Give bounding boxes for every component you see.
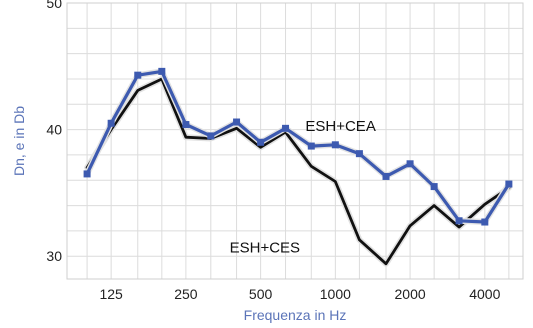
x-tick-label: 500 <box>249 286 273 302</box>
data-point-esh-cea <box>107 119 115 127</box>
data-point-esh-cea <box>207 132 215 140</box>
data-point-esh-cea <box>158 67 166 75</box>
y-axis-title: Dn, e in Db <box>11 106 27 176</box>
data-point-esh-cea <box>382 172 390 180</box>
y-tick-label: 40 <box>46 122 62 138</box>
series-layer <box>83 67 513 267</box>
x-tick-labels: 125 250 500 1000 2000 4000 <box>99 286 500 302</box>
x-tick-label: 1000 <box>320 286 351 302</box>
series-label-esh-cea: ESH+CEA <box>305 118 375 135</box>
x-tick-label: 4000 <box>469 286 500 302</box>
data-point-esh-cea <box>406 160 414 168</box>
grid <box>67 3 523 279</box>
data-point-esh-cea <box>331 141 339 149</box>
y-tick-label: 50 <box>46 0 62 11</box>
data-point-esh-cea <box>233 118 241 126</box>
series-line-esh-cea <box>85 69 511 224</box>
data-point-esh-cea <box>257 138 265 146</box>
data-point-esh-cea <box>355 150 363 158</box>
x-tick-label: 125 <box>99 286 123 302</box>
data-point-esh-cea <box>282 124 290 132</box>
data-point-esh-cea <box>505 180 513 188</box>
x-tick-label: 2000 <box>395 286 426 302</box>
data-point-esh-cea <box>83 170 91 178</box>
series-label-esh-ces: ESH+CES <box>230 239 300 256</box>
data-point-esh-cea <box>455 217 463 225</box>
data-point-esh-cea <box>430 183 438 191</box>
plot-frame <box>66 2 524 280</box>
y-tick-label: 30 <box>46 248 62 264</box>
x-tick-label: 250 <box>174 286 198 302</box>
annotations: ESH+CEA ESH+CES <box>230 118 376 257</box>
data-point-esh-cea <box>307 142 315 150</box>
data-point-esh-cea <box>182 121 190 129</box>
series-line-esh-ces <box>85 77 511 266</box>
y-tick-labels: 30 40 50 <box>46 0 62 264</box>
data-point-esh-cea <box>481 218 489 226</box>
x-axis-title: Frequenza in Hz <box>244 307 347 323</box>
data-point-esh-cea <box>134 71 142 79</box>
